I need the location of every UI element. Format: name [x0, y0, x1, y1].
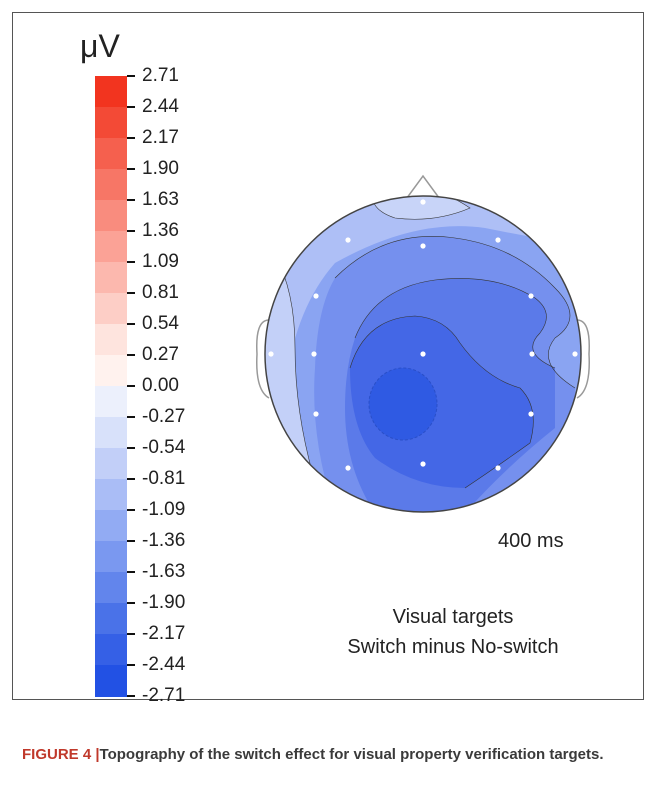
electrode: [495, 237, 501, 243]
colorbar-tick-label: -1.63: [142, 561, 186, 582]
colorbar-tick: [127, 137, 135, 139]
colorbar-tick-label: 0.00: [142, 375, 179, 396]
electrode: [572, 351, 578, 357]
colorbar-tick: [127, 695, 135, 697]
electrode: [420, 461, 426, 467]
colorbar-tick: [127, 168, 135, 170]
colorbar-tick-label: -1.36: [142, 530, 186, 551]
colorbar-tick: [127, 230, 135, 232]
colorbar-tick: [127, 323, 135, 325]
electrode: [529, 351, 535, 357]
colorbar-segment: [95, 169, 127, 201]
electrode: [420, 199, 426, 205]
electrode: [313, 411, 319, 417]
colorbar: [95, 75, 135, 697]
colorbar-segment: [95, 262, 127, 294]
colorbar-tick-label: 2.44: [142, 96, 179, 117]
colorbar-tick: [127, 416, 135, 418]
colorbar-tick: [127, 478, 135, 480]
colorbar-tick: [127, 292, 135, 294]
colorbar-tick: [127, 199, 135, 201]
electrode: [345, 237, 351, 243]
colorbar-segment: [95, 448, 127, 480]
figure-number: FIGURE 4 |: [22, 746, 100, 763]
colorbar-tick: [127, 385, 135, 387]
colorbar-tick: [127, 106, 135, 108]
caption-text: Topography of the switch effect for visu…: [99, 746, 604, 763]
colorbar-tick-label: 0.81: [142, 282, 179, 303]
electrode: [528, 411, 534, 417]
latency-label: 400 ms: [498, 530, 564, 552]
condition-subtitle: Switch minus No-switch: [347, 636, 559, 658]
colorbar-unit-label: μV: [80, 28, 120, 64]
electrode: [345, 465, 351, 471]
electrode: [528, 293, 534, 299]
colorbar-segment: [95, 355, 127, 387]
scalp-topography-map: [256, 174, 590, 513]
colorbar-segment: [95, 603, 127, 635]
electrode: [420, 351, 426, 357]
left-ear-outline: [256, 319, 270, 399]
colorbar-tick: [127, 447, 135, 449]
colorbar-tick-label: 0.27: [142, 344, 179, 365]
colorbar-tick: [127, 571, 135, 573]
colorbar-tick: [127, 540, 135, 542]
colorbar-segment: [95, 324, 127, 356]
colorbar-tick-label: -1.90: [142, 592, 186, 613]
colorbar-segment: [95, 76, 127, 108]
colorbar-tick: [127, 75, 135, 77]
colorbar-tick-label: 1.63: [142, 189, 179, 210]
colorbar-tick-label: 1.36: [142, 220, 179, 241]
electrode: [311, 351, 317, 357]
topo-level-dark: [350, 316, 534, 488]
head-outline: [264, 195, 582, 513]
colorbar-tick-label: -0.54: [142, 437, 186, 458]
topo-level-light-front: [265, 196, 581, 512]
electrode: [420, 243, 426, 249]
colorbar-tick-label: -2.17: [142, 623, 186, 644]
colorbar-tick-label: 1.09: [142, 251, 179, 272]
colorbar-segment: [95, 572, 127, 604]
colorbar-segment: [95, 541, 127, 573]
colorbar-tick: [127, 602, 135, 604]
colorbar-segment: [95, 293, 127, 325]
colorbar-tick-label: -0.81: [142, 468, 186, 489]
colorbar-segment: [95, 665, 127, 697]
colorbar-segment: [95, 231, 127, 263]
colorbar-tick-label: 2.17: [142, 127, 179, 148]
electrode: [268, 351, 274, 357]
colorbar-segment: [95, 107, 127, 139]
electrode-markers: [268, 199, 578, 471]
colorbar-tick-label: 1.90: [142, 158, 179, 179]
colorbar-tick-label: -0.27: [142, 406, 186, 427]
colorbar-tick: [127, 509, 135, 511]
colorbar-segment: [95, 138, 127, 170]
colorbar-tick: [127, 261, 135, 263]
colorbar-segment: [95, 479, 127, 511]
colorbar-tick-label: 0.54: [142, 313, 179, 334]
colorbar-tick-label: -1.09: [142, 499, 186, 520]
colorbar-tick: [127, 354, 135, 356]
colorbar-segment: [95, 634, 127, 666]
colorbar-tick-label: 2.71: [142, 65, 179, 86]
condition-title: Visual targets: [392, 606, 514, 628]
topo-level-darkest: [368, 367, 438, 441]
colorbar-segment: [95, 386, 127, 418]
right-ear-outline: [576, 319, 590, 399]
colorbar-segment: [95, 200, 127, 232]
figure-caption: FIGURE 4 |Topography of the switch effec…: [22, 744, 642, 765]
colorbar-segment: [95, 417, 127, 449]
colorbar-tick-label: -2.44: [142, 654, 186, 675]
electrode: [313, 293, 319, 299]
colorbar-tick: [127, 664, 135, 666]
colorbar-segment: [95, 510, 127, 542]
electrode: [495, 465, 501, 471]
colorbar-tick-label: -2.71: [142, 685, 186, 706]
colorbar-tick: [127, 633, 135, 635]
